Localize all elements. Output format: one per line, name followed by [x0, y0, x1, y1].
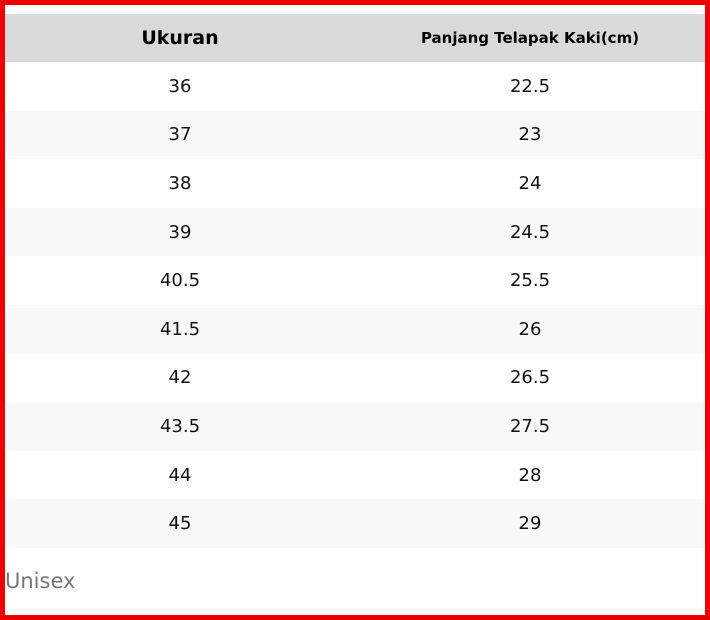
- table-row: 39 24.5: [5, 207, 705, 257]
- table-cell: 36: [168, 75, 192, 97]
- table-cell: 27.5: [355, 402, 705, 451]
- table-cell: 28: [518, 464, 542, 486]
- table-row: 38 24: [5, 159, 705, 208]
- table-cell: 25.5: [509, 270, 551, 292]
- table-body: 36 22.5 37 23 38 24 39 24.5 40.5 25.5 41.5 26 42 26.5…: [5, 62, 705, 548]
- table-cell: 44: [168, 464, 192, 486]
- table-row: 40.5 25.5: [5, 256, 705, 305]
- header-cell: Ukuran: [5, 14, 355, 62]
- table-cell: 39: [5, 207, 355, 257]
- table-cell: 22.5: [509, 75, 551, 97]
- table-cell: 40.5: [159, 270, 201, 292]
- table-row: 37 23: [5, 110, 705, 160]
- table-cell: 41.5: [5, 304, 355, 354]
- table-cell: 45: [5, 499, 355, 548]
- table-row: 43.5 27.5: [5, 402, 705, 451]
- table-row: 44 28: [5, 451, 705, 500]
- table-cell: 37: [5, 110, 355, 160]
- table-cell: 26.5: [509, 367, 551, 389]
- table-cell: 29: [355, 499, 705, 548]
- table-cell: 38: [168, 172, 192, 194]
- table-row: 45 29: [5, 499, 705, 548]
- table-cell: 23: [355, 110, 705, 160]
- table-cell: 42: [168, 367, 192, 389]
- footer-note: Unisex: [5, 569, 76, 593]
- size-table: Ukuran Panjang Telapak Kaki(cm) 36 22.5 37 2…: [5, 14, 705, 548]
- table-row: 36 22.5: [5, 62, 705, 111]
- header-row: Ukuran Panjang Telapak Kaki(cm): [5, 14, 705, 62]
- table-row: 42 26.5: [5, 354, 705, 403]
- header-cell: Panjang Telapak Kaki(cm): [355, 14, 705, 62]
- table-cell: 24: [518, 172, 542, 194]
- table-row: 41.5 26: [5, 304, 705, 354]
- table-cell: 24.5: [355, 207, 705, 257]
- table-cell: 43.5: [5, 402, 355, 451]
- table-cell: 26: [355, 304, 705, 354]
